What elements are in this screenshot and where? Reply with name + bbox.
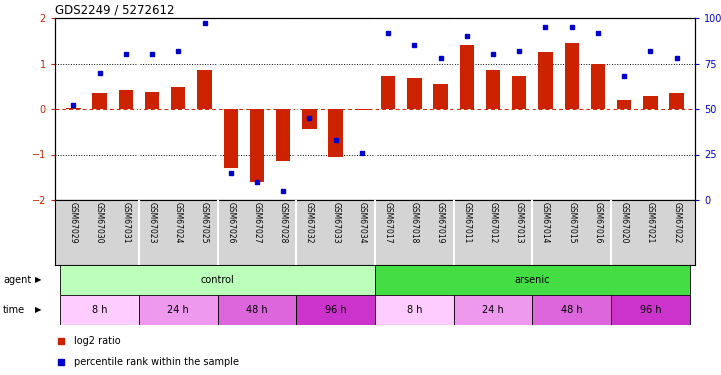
Text: GSM67025: GSM67025 [200,202,209,243]
Text: 24 h: 24 h [167,305,189,315]
Text: GSM67033: GSM67033 [331,202,340,244]
Bar [611,295,690,325]
Text: GSM67026: GSM67026 [226,202,235,243]
Bar [590,63,605,109]
Text: agent: agent [3,275,31,285]
Bar [669,93,684,109]
Bar [249,109,264,182]
Bar [433,84,448,109]
Bar [375,295,454,325]
Bar [61,265,375,295]
Text: GSM67020: GSM67020 [619,202,629,243]
Bar [512,76,526,109]
Bar [171,87,185,109]
Text: GSM67028: GSM67028 [279,202,288,243]
Text: GSM67018: GSM67018 [410,202,419,243]
Text: GSM67030: GSM67030 [95,202,104,244]
Text: GSM67022: GSM67022 [672,202,681,243]
Text: 48 h: 48 h [246,305,267,315]
Bar [532,295,611,325]
Bar [296,295,375,325]
Text: GSM67017: GSM67017 [384,202,393,243]
Text: GSM67011: GSM67011 [462,202,472,243]
Text: GSM67012: GSM67012 [489,202,497,243]
Text: percentile rank within the sample: percentile rank within the sample [74,357,239,367]
Text: GSM67034: GSM67034 [358,202,366,244]
Bar [119,90,133,109]
Bar [198,70,212,109]
Text: GSM67027: GSM67027 [252,202,262,243]
Text: ▶: ▶ [35,276,41,285]
Bar [224,109,238,168]
Text: time: time [3,305,25,315]
Text: 24 h: 24 h [482,305,504,315]
Bar [407,78,422,109]
Text: arsenic: arsenic [515,275,550,285]
Text: GSM67019: GSM67019 [436,202,445,243]
Bar [643,96,658,109]
Text: GSM67023: GSM67023 [148,202,156,243]
Text: GSM67016: GSM67016 [593,202,603,243]
Bar [355,109,369,110]
Text: control: control [200,275,234,285]
Text: GSM67014: GSM67014 [541,202,550,243]
Text: ▶: ▶ [35,306,41,315]
Bar [617,100,632,109]
Bar [302,109,317,129]
Bar [375,265,690,295]
Bar [139,295,218,325]
Text: GDS2249 / 5272612: GDS2249 / 5272612 [55,4,174,17]
Text: GSM67015: GSM67015 [567,202,576,243]
Bar [276,109,291,161]
Bar [486,70,500,109]
Bar [459,45,474,109]
Text: GSM67029: GSM67029 [69,202,78,243]
Bar [454,295,532,325]
Text: 96 h: 96 h [640,305,661,315]
Text: GSM67013: GSM67013 [515,202,523,243]
Bar [539,52,553,109]
Text: 96 h: 96 h [325,305,347,315]
Text: GSM67031: GSM67031 [121,202,131,243]
Text: GSM67021: GSM67021 [646,202,655,243]
Bar [145,92,159,109]
Text: GSM67032: GSM67032 [305,202,314,243]
Text: 48 h: 48 h [561,305,583,315]
Text: log2 ratio: log2 ratio [74,336,121,346]
Text: 8 h: 8 h [407,305,422,315]
Bar [329,109,343,157]
Text: 8 h: 8 h [92,305,107,315]
Bar [565,43,579,109]
Bar [92,93,107,109]
Bar [66,108,81,109]
Text: GSM67024: GSM67024 [174,202,183,243]
Bar [61,295,139,325]
Bar [381,76,395,109]
Bar [218,295,296,325]
